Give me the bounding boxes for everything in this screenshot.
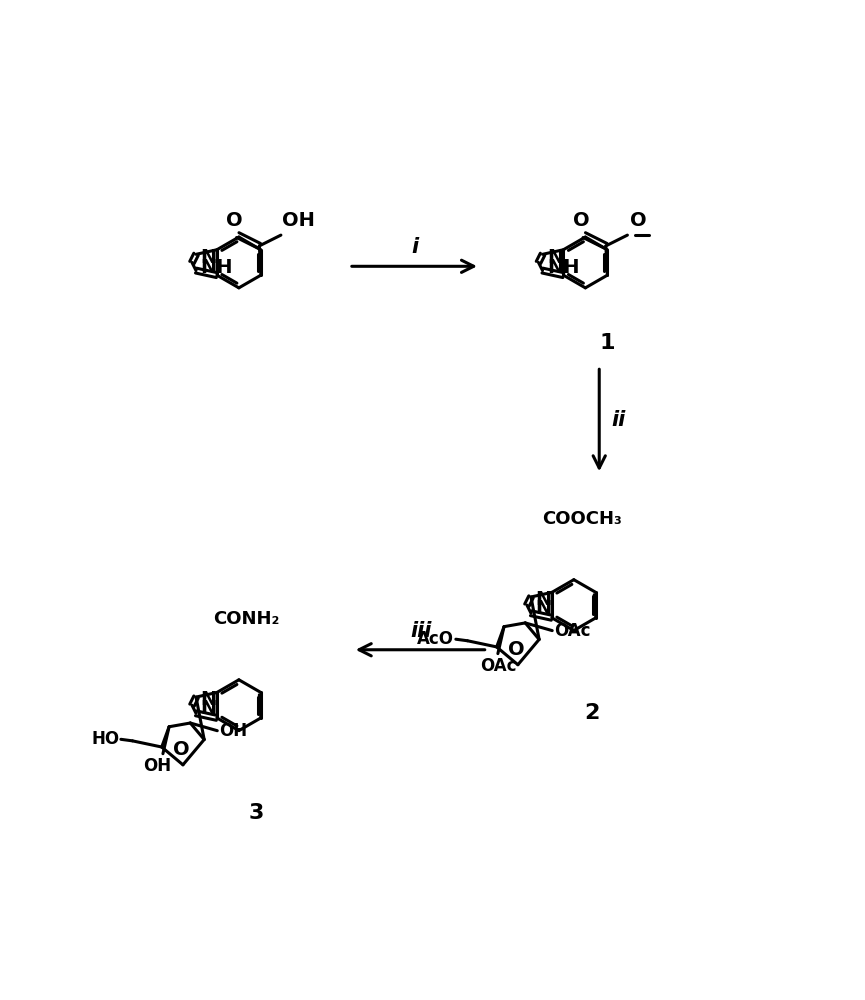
Text: OH: OH: [143, 757, 170, 775]
Text: NH: NH: [201, 258, 234, 277]
Text: N: N: [548, 248, 563, 267]
Text: AcO: AcO: [417, 630, 454, 648]
Text: i: i: [411, 237, 418, 257]
Text: OH: OH: [219, 722, 247, 740]
Text: NH: NH: [548, 258, 580, 277]
Text: 2: 2: [584, 703, 599, 723]
Text: COOCH₃: COOCH₃: [541, 510, 621, 528]
Text: O: O: [508, 640, 525, 659]
Text: N: N: [201, 699, 217, 718]
Text: OAc: OAc: [479, 657, 516, 675]
Text: OH: OH: [283, 211, 316, 230]
Text: HO: HO: [91, 730, 119, 748]
Text: N: N: [535, 590, 552, 609]
Text: O: O: [573, 211, 590, 230]
Text: O: O: [227, 211, 243, 230]
Text: N: N: [201, 248, 217, 267]
Text: iii: iii: [410, 621, 432, 641]
Text: N: N: [201, 690, 217, 709]
Text: 1: 1: [599, 333, 615, 353]
Text: ii: ii: [612, 410, 625, 430]
Text: CONH₂: CONH₂: [214, 610, 279, 628]
Text: N: N: [535, 599, 552, 618]
Text: OAc: OAc: [554, 622, 590, 640]
Text: O: O: [630, 211, 646, 230]
Text: 3: 3: [249, 803, 265, 823]
Text: O: O: [173, 740, 189, 759]
